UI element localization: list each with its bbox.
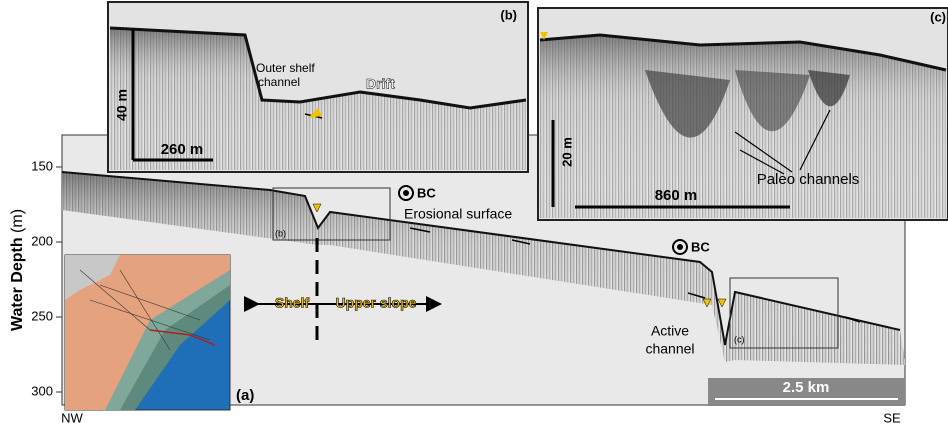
panel-c (537, 7, 948, 221)
box-c-label: (c) (734, 334, 745, 344)
panel-c-vscale: 20 m (559, 137, 574, 167)
active-channel-label: Active (651, 323, 689, 339)
panel-b (107, 1, 529, 173)
marker (312, 203, 322, 213)
axis-label: Water Depth (9, 237, 26, 331)
se-label: SE (883, 410, 901, 425)
map-inset (64, 254, 231, 411)
y-tick-label: 250 (31, 308, 53, 323)
axis-unit: (m) (9, 209, 26, 233)
y-tick-label: 150 (31, 158, 53, 173)
box-b-label: (b) (275, 228, 286, 238)
scale-label: 2.5 km (783, 379, 830, 396)
bc-icon (672, 239, 688, 255)
y-tick-label: 300 (31, 383, 53, 398)
panel-b-vscale: 40 m (114, 89, 130, 121)
bc-label: BC (417, 185, 436, 200)
panel-b-hscale: 260 m (161, 141, 204, 158)
bc-icon (398, 185, 414, 201)
active-channel-label: channel (645, 341, 694, 357)
panel-b-label: (b) (500, 7, 517, 22)
paleo-label: Paleo channels (757, 171, 860, 188)
bc-label: BC (691, 239, 710, 254)
upper-slope-label: Upper slope (336, 295, 417, 311)
marker (717, 298, 727, 308)
scale-box (708, 378, 905, 406)
axis-title: Water Depth (m) (9, 209, 26, 331)
panel-c-label: (c) (930, 9, 946, 24)
y-axis: 150 200 250 300 (31, 158, 62, 398)
arrows (409, 227, 861, 323)
y-tick-label: 200 (31, 233, 53, 248)
panel-c-hscale: 860 m (655, 187, 698, 204)
drift-label: Drift (366, 76, 395, 92)
nw-label: NW (61, 410, 83, 425)
marker (702, 298, 712, 308)
outer-shelf-label: channel (258, 75, 300, 89)
erosional-label: Erosional surface (404, 206, 512, 222)
shelf-label: Shelf (275, 295, 310, 311)
outer-shelf-label: Outer shelf (256, 61, 315, 75)
panel-label: (a) (236, 387, 254, 404)
box-b (272, 187, 391, 241)
box-c (729, 277, 839, 349)
